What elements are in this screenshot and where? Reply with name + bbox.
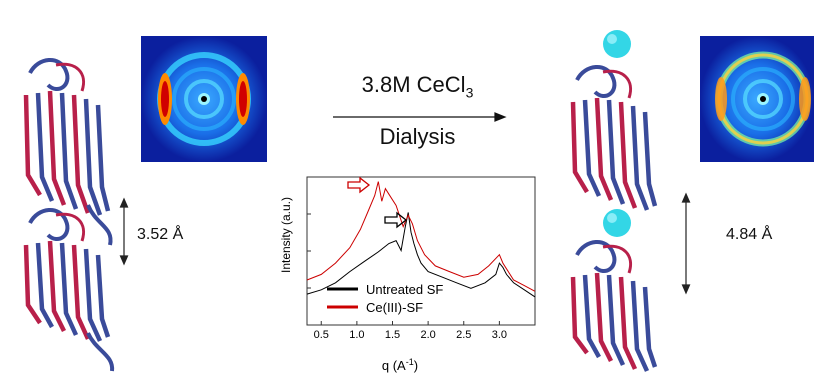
right-spacing-arrow	[681, 192, 691, 295]
untreated-peak-marker-arrow	[384, 211, 408, 229]
left-bottom-protein-fibre	[23, 208, 115, 372]
x-axis-label: q (A-1)	[382, 357, 418, 373]
chart-plot-area: 0.5 1.0 1.5 2.0 2.5 3.0	[306, 176, 536, 341]
reaction-arrow	[333, 112, 507, 122]
x-tick-label: 2.5	[456, 329, 471, 341]
right-diffraction-pattern	[700, 36, 814, 162]
x-tick-label: 1.0	[349, 329, 364, 341]
method-label: Dialysis	[379, 124, 456, 149]
left-spacing-arrow	[119, 197, 129, 266]
ce-peak-marker-arrow	[347, 176, 371, 194]
right-spacing-label: 4.84 Å	[726, 226, 773, 243]
reagent-label: 3.8M CeCl3	[361, 72, 474, 101]
legend-label-untreated: Untreated SF	[366, 282, 443, 297]
x-tick-label: 2.0	[420, 329, 435, 341]
left-diffraction-pattern	[141, 36, 267, 162]
left-top-protein-fibre	[23, 58, 113, 246]
cerium-ion-icons	[603, 30, 631, 237]
right-top-protein-fibre	[570, 65, 658, 211]
x-tick-label: 0.5	[314, 329, 329, 341]
xrd-profile-chart: 0.5 1.0 1.5 2.0 2.5 3.0 Intensity (a.u.) q (A…	[279, 176, 536, 373]
series-untreated-line	[306, 212, 536, 298]
x-tick-label: 3.0	[492, 329, 507, 341]
right-bottom-protein-fibre	[570, 240, 658, 372]
legend-label-ce: Ce(III)-SF	[366, 300, 423, 315]
y-axis-label: Intensity (a.u.)	[279, 197, 293, 273]
x-tick-label: 1.5	[385, 329, 400, 341]
series-ce-line	[306, 181, 536, 292]
left-spacing-label: 3.52 Å	[137, 226, 184, 243]
chart-legend: Untreated SF Ce(III)-SF	[327, 282, 443, 315]
